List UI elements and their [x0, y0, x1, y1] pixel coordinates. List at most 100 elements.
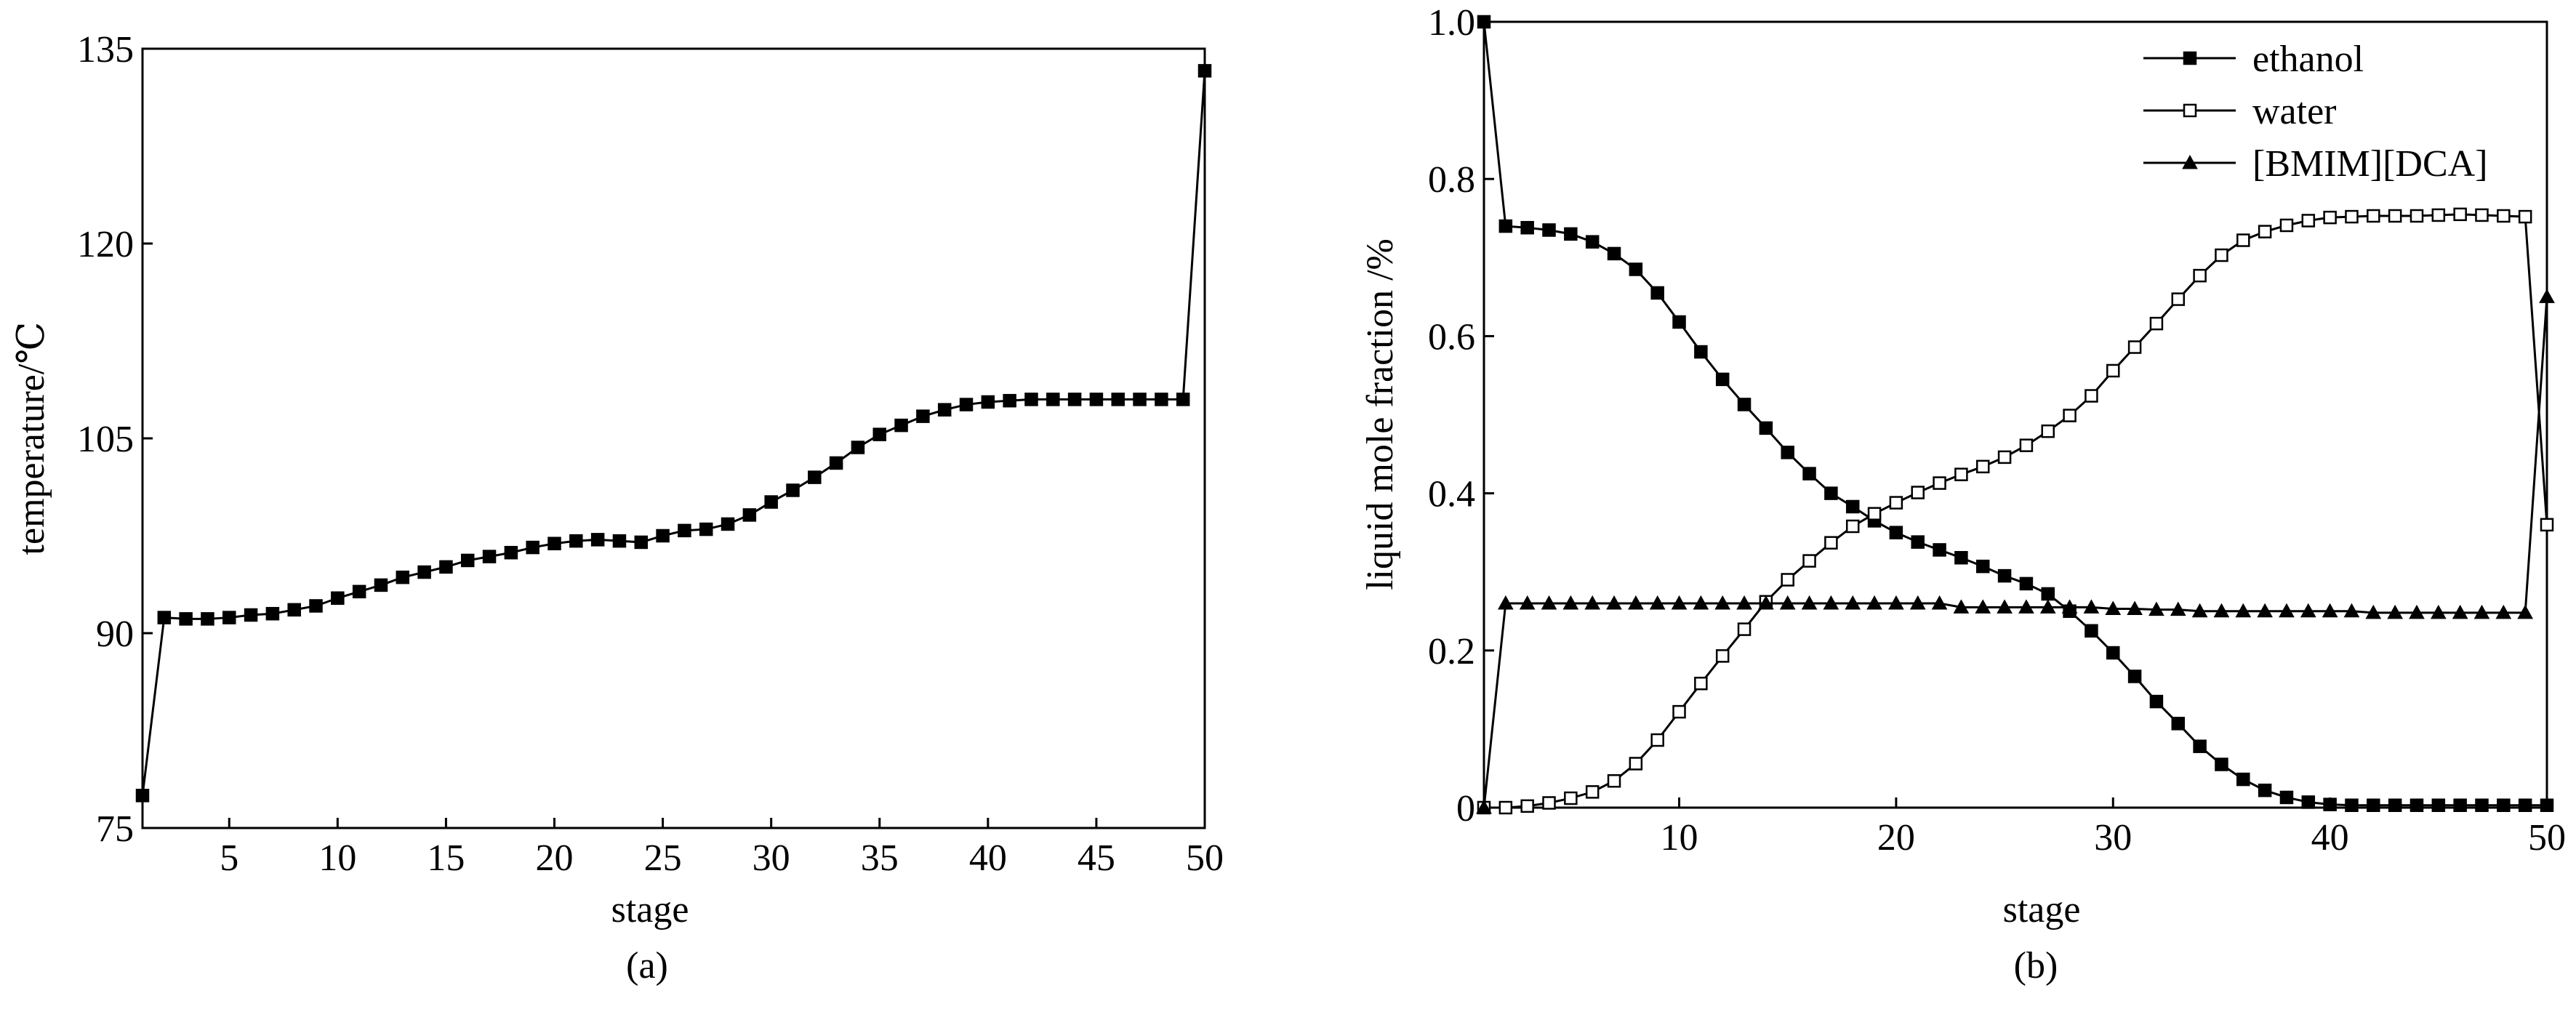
data-point	[1176, 393, 1190, 406]
y-tick-label: 90	[96, 614, 134, 655]
data-point	[1931, 595, 1948, 610]
data-point	[135, 789, 150, 803]
data-point	[2215, 757, 2228, 771]
data-point	[179, 612, 193, 626]
data-point	[2431, 208, 2446, 222]
data-point	[1542, 223, 1556, 237]
data-point	[2540, 518, 2554, 532]
data-point	[634, 535, 649, 550]
data-point	[2041, 587, 2055, 601]
x-tick-label: 25	[644, 837, 682, 879]
panel-b: 0 0.2 0.4 0.6 0.8 1.0 10 20 30 40 50 ethanol water…	[1360, 2, 2566, 986]
data-point	[872, 427, 887, 441]
legend-marker	[2182, 154, 2198, 169]
data-point	[1714, 595, 1731, 610]
data-point	[265, 606, 280, 621]
data-point	[287, 603, 301, 617]
data-point	[1759, 421, 1773, 435]
data-point	[2367, 798, 2380, 813]
data-point	[2127, 670, 2142, 683]
data-point	[2106, 646, 2120, 660]
data-point	[2170, 601, 2186, 616]
data-point	[1933, 543, 1946, 557]
data-point	[2473, 604, 2490, 619]
data-point	[2497, 209, 2511, 223]
x-tick-label: 50	[2528, 817, 2566, 859]
data-point	[1520, 220, 1534, 235]
data-point	[1911, 535, 1925, 549]
data-point	[1737, 622, 1752, 636]
data-point	[1975, 459, 1990, 474]
data-point	[1585, 235, 1600, 249]
data-point	[742, 508, 757, 522]
x-tick-label: 30	[753, 837, 790, 879]
data-point	[1046, 393, 1060, 406]
data-point	[374, 578, 388, 592]
data-point	[1562, 595, 1579, 610]
data-point	[1802, 554, 1816, 568]
y-tick-label: 0.8	[1428, 159, 1475, 201]
data-point	[1866, 595, 1882, 610]
data-point	[2171, 717, 2186, 731]
panel-b-plot-frame	[1482, 20, 2548, 809]
data-point	[1585, 785, 1600, 799]
data-point	[2191, 603, 2208, 618]
data-point	[2279, 603, 2295, 618]
data-point	[1003, 393, 1016, 408]
data-point	[1889, 496, 1903, 510]
data-point	[1997, 568, 2012, 583]
data-point	[2127, 340, 2142, 354]
data-point	[2323, 797, 2337, 811]
series-line	[1482, 21, 2547, 807]
panel-b-x-axis: 10 20 30 40 50	[1661, 797, 2566, 859]
data-point	[2453, 207, 2467, 222]
data-point	[2018, 599, 2034, 614]
data-point	[1089, 393, 1104, 406]
data-point	[2388, 798, 2402, 813]
series-line	[141, 71, 1206, 796]
data-point	[352, 584, 366, 599]
data-point	[439, 560, 453, 574]
data-point	[2367, 209, 2380, 223]
data-point	[1541, 595, 1557, 610]
panel-b-series-group	[1476, 15, 2555, 815]
data-point	[2105, 600, 2122, 616]
data-point	[2323, 210, 2337, 225]
data-point	[1133, 393, 1147, 406]
data-point	[1628, 595, 1644, 610]
panel-b-caption: (b)	[2014, 945, 2058, 986]
data-point	[2149, 694, 2164, 709]
panel-a-series-group	[135, 64, 1212, 803]
data-point	[1519, 595, 1536, 610]
data-point	[526, 540, 539, 555]
data-point	[2257, 603, 2273, 618]
data-point	[2106, 363, 2120, 378]
data-point	[1845, 499, 1860, 514]
data-point	[1155, 393, 1168, 406]
data-point	[1542, 796, 1556, 810]
data-point	[2236, 233, 2250, 247]
data-point	[678, 523, 691, 538]
data-point	[2452, 604, 2468, 619]
series-ethanol	[1477, 15, 2554, 813]
panel-a-y-axis: 75 90 105 120 135	[77, 29, 153, 850]
data-point	[2149, 316, 2164, 331]
data-point	[1715, 372, 1730, 387]
data-point	[1671, 595, 1688, 610]
data-point	[1911, 486, 1925, 499]
x-tick-label: 35	[861, 837, 899, 879]
data-point	[244, 608, 258, 622]
panel-a-y-axis-label: temperature/℃	[11, 322, 52, 555]
data-point	[2410, 798, 2424, 813]
data-point	[1067, 393, 1082, 406]
data-point	[656, 528, 670, 543]
data-point	[2518, 209, 2532, 224]
data-point	[1715, 649, 1730, 663]
data-point	[1802, 467, 1816, 481]
legend-label: [BMIM][DCA]	[2252, 143, 2488, 185]
data-point	[2258, 225, 2272, 238]
data-point	[569, 534, 583, 548]
y-tick-label: 0.6	[1428, 316, 1475, 358]
x-tick-label: 20	[536, 837, 574, 879]
x-tick-label: 20	[1877, 817, 1915, 859]
